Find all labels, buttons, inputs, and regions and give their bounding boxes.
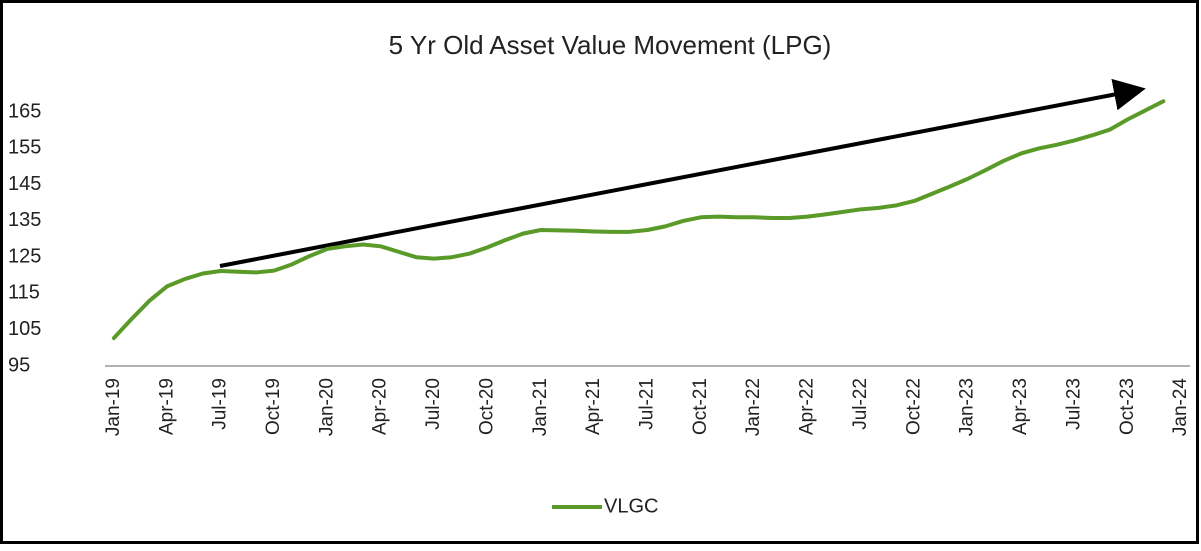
y-tick-label: 125 (8, 245, 41, 267)
x-tick-label: Jan-20 (316, 378, 337, 436)
x-tick-label: Apr-19 (156, 378, 177, 435)
x-tick-label: Oct-23 (1117, 378, 1138, 435)
y-tick-label: 105 (8, 318, 41, 340)
series-line (111, 99, 1166, 341)
y-tick-label: 145 (8, 173, 41, 195)
x-tick-label: Apr-22 (797, 378, 818, 435)
x-tick-label: Oct-22 (903, 378, 924, 435)
trend-arrow (219, 78, 1146, 268)
y-tick-label: 95 (8, 354, 30, 376)
x-tick-label: Jul-21 (637, 378, 658, 430)
y-tick-label: 115 (8, 282, 40, 304)
y-tick-label: 155 (8, 137, 41, 159)
x-tick-label: Jul-22 (850, 378, 871, 430)
x-tick-label: Oct-19 (263, 378, 284, 435)
x-tick-label: Apr-23 (1010, 378, 1031, 435)
x-tick-label: Jan-23 (957, 378, 978, 436)
x-tick-label: Jul-23 (1063, 378, 1084, 430)
y-tick-label: 165 (8, 100, 41, 122)
chart-title: 5 Yr Old Asset Value Movement (LPG) (389, 30, 832, 60)
x-tick-label: Oct-20 (476, 378, 497, 435)
x-tick-label: Jan-24 (1170, 378, 1191, 437)
x-tick-label: Jan-19 (103, 378, 124, 436)
y-tick-label: 135 (8, 209, 41, 231)
x-tick-label: Apr-21 (583, 378, 604, 435)
x-tick-label: Jul-19 (210, 378, 231, 430)
x-tick-label: Apr-20 (370, 378, 391, 435)
legend-label: VLGC (604, 495, 658, 517)
x-tick-label: Oct-21 (690, 378, 711, 435)
x-tick-label: Jul-20 (423, 378, 444, 430)
x-tick-label: Jan-22 (743, 378, 764, 436)
x-tick-label: Jan-21 (530, 378, 551, 436)
